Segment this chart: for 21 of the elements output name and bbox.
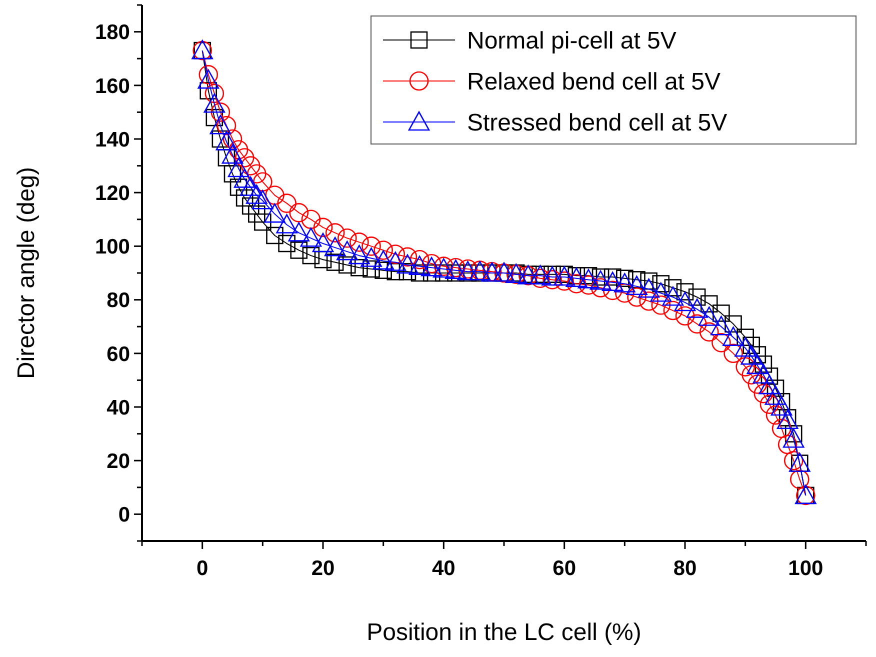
legend-label: Relaxed bend cell at 5V [467,68,720,96]
x-tick-label: 40 [432,557,456,580]
legend-label: Normal pi-cell at 5V [467,27,676,54]
x-tick-label: 100 [788,557,824,580]
y-tick-label: 180 [94,21,130,44]
y-tick-label: 0 [118,504,130,527]
x-tick-label: 80 [673,557,697,580]
y-tick-label: 140 [94,128,130,152]
x-tick-label: 0 [196,557,208,580]
y-tick-label: 160 [94,74,130,98]
y-tick-label: 100 [94,236,130,259]
y-axis-title: Director angle (deg) [13,166,40,380]
y-tick-label: 120 [94,182,130,205]
y-tick-label: 60 [106,342,130,366]
y-tick-label: 20 [106,450,130,473]
y-tick-label: 40 [106,396,130,420]
x-tick-label: 20 [311,557,335,580]
x-axis-title: Position in the LC cell (%) [366,619,642,646]
legend-label: Stressed bend cell at 5V [467,109,728,136]
y-tick-label: 80 [106,289,130,312]
x-tick-label: 60 [552,557,576,580]
